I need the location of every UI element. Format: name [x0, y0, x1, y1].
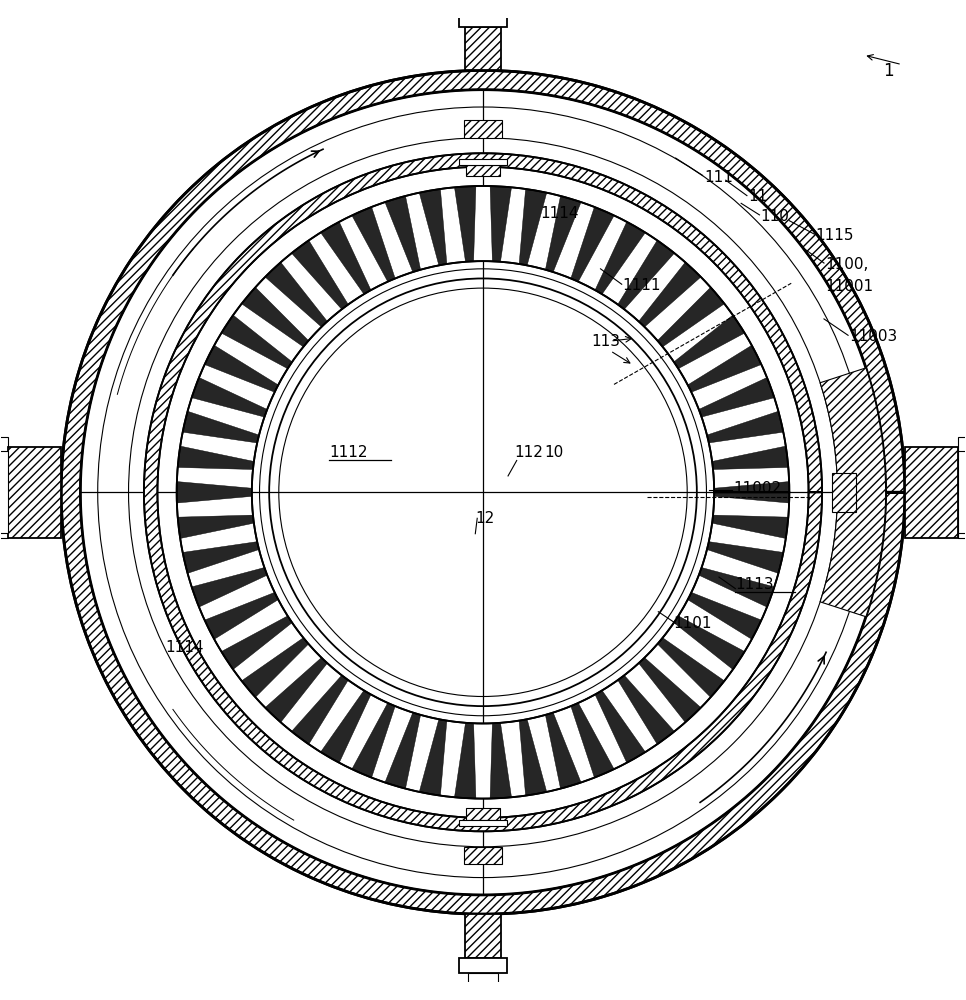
- Bar: [832, 473, 856, 512]
- Polygon shape: [242, 287, 308, 347]
- Polygon shape: [177, 482, 252, 503]
- Polygon shape: [639, 658, 701, 722]
- Bar: [467, 165, 499, 176]
- Bar: [469, 0, 497, 12]
- Polygon shape: [242, 638, 308, 697]
- Polygon shape: [177, 186, 789, 799]
- Polygon shape: [571, 703, 614, 778]
- Polygon shape: [688, 345, 761, 392]
- Polygon shape: [674, 616, 745, 669]
- Polygon shape: [519, 719, 547, 796]
- Polygon shape: [292, 675, 348, 744]
- Polygon shape: [352, 703, 395, 778]
- Polygon shape: [265, 658, 327, 722]
- Bar: [460, 159, 506, 165]
- Text: 111: 111: [704, 170, 733, 185]
- Polygon shape: [546, 713, 582, 789]
- Bar: [467, 808, 499, 820]
- Polygon shape: [658, 287, 724, 347]
- Polygon shape: [292, 240, 348, 309]
- Polygon shape: [712, 515, 788, 538]
- Bar: [469, 973, 497, 984]
- Polygon shape: [419, 719, 447, 796]
- Polygon shape: [178, 446, 254, 469]
- Polygon shape: [658, 638, 724, 697]
- Polygon shape: [698, 568, 775, 607]
- Bar: [460, 820, 506, 826]
- Polygon shape: [618, 240, 674, 309]
- Text: 1101: 1101: [673, 616, 712, 631]
- Polygon shape: [707, 411, 783, 443]
- Polygon shape: [454, 186, 476, 262]
- Polygon shape: [707, 542, 783, 573]
- Circle shape: [476, 985, 490, 999]
- Polygon shape: [490, 186, 512, 262]
- Bar: [958, 451, 966, 533]
- Bar: [465, 27, 501, 70]
- Polygon shape: [639, 262, 701, 327]
- Text: 1114: 1114: [541, 206, 580, 221]
- Polygon shape: [712, 446, 788, 469]
- Text: 1112: 1112: [328, 445, 367, 460]
- Polygon shape: [191, 568, 268, 607]
- Text: 110: 110: [760, 209, 789, 224]
- Polygon shape: [183, 542, 259, 573]
- Polygon shape: [205, 345, 278, 392]
- Bar: [8, 447, 61, 538]
- Text: 12: 12: [475, 511, 495, 526]
- Polygon shape: [178, 515, 254, 538]
- Polygon shape: [820, 368, 886, 617]
- Text: 1114: 1114: [165, 640, 204, 655]
- Polygon shape: [688, 592, 761, 639]
- Polygon shape: [618, 675, 674, 744]
- Polygon shape: [144, 153, 822, 831]
- Polygon shape: [321, 222, 371, 294]
- Text: 112: 112: [515, 445, 544, 460]
- Polygon shape: [674, 315, 745, 369]
- Bar: [905, 447, 958, 538]
- Bar: [0, 451, 8, 533]
- Polygon shape: [384, 713, 420, 789]
- Bar: [464, 847, 502, 864]
- Polygon shape: [183, 411, 259, 443]
- Polygon shape: [595, 222, 645, 294]
- Polygon shape: [352, 207, 395, 282]
- Polygon shape: [571, 207, 614, 282]
- Text: 1111: 1111: [623, 278, 661, 293]
- Polygon shape: [221, 315, 292, 369]
- Polygon shape: [714, 482, 789, 503]
- Polygon shape: [321, 690, 371, 763]
- Bar: [465, 914, 501, 958]
- Bar: [459, 958, 507, 973]
- Text: 11001: 11001: [825, 279, 873, 294]
- Polygon shape: [698, 378, 775, 417]
- Polygon shape: [265, 262, 327, 327]
- Text: 1113: 1113: [735, 577, 774, 592]
- Polygon shape: [595, 690, 645, 763]
- Bar: [958, 509, 966, 538]
- Bar: [464, 120, 502, 138]
- Polygon shape: [519, 189, 547, 265]
- Polygon shape: [205, 592, 278, 639]
- Bar: [459, 12, 507, 27]
- Text: 1115: 1115: [815, 228, 854, 243]
- Polygon shape: [419, 189, 447, 265]
- Polygon shape: [61, 70, 905, 914]
- Text: 1100,: 1100,: [825, 257, 868, 272]
- Polygon shape: [490, 723, 512, 799]
- Text: 1: 1: [883, 62, 894, 80]
- Text: 113: 113: [591, 334, 620, 349]
- Text: 11003: 11003: [849, 329, 897, 344]
- Bar: [0, 509, 8, 538]
- Polygon shape: [454, 723, 476, 799]
- Polygon shape: [191, 378, 268, 417]
- Polygon shape: [221, 616, 292, 669]
- Text: 11002: 11002: [733, 481, 781, 496]
- Polygon shape: [546, 196, 582, 272]
- Bar: [0, 437, 8, 466]
- Polygon shape: [384, 196, 420, 272]
- Bar: [958, 437, 966, 466]
- Text: 11: 11: [748, 189, 767, 204]
- Text: 10: 10: [545, 445, 564, 460]
